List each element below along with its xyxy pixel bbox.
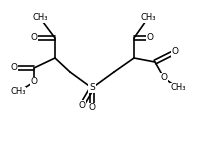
Text: O: O [171,48,179,57]
Text: O: O [89,103,95,113]
Text: O: O [30,34,37,42]
Text: S: S [89,83,95,92]
Text: O: O [78,101,86,110]
Text: CH₃: CH₃ [10,88,26,96]
Text: O: O [10,63,17,72]
Text: CH₃: CH₃ [170,83,186,92]
Text: O: O [147,34,153,42]
Text: CH₃: CH₃ [32,14,48,23]
Text: O: O [30,78,37,86]
Text: CH₃: CH₃ [140,14,156,23]
Text: O: O [161,73,168,82]
